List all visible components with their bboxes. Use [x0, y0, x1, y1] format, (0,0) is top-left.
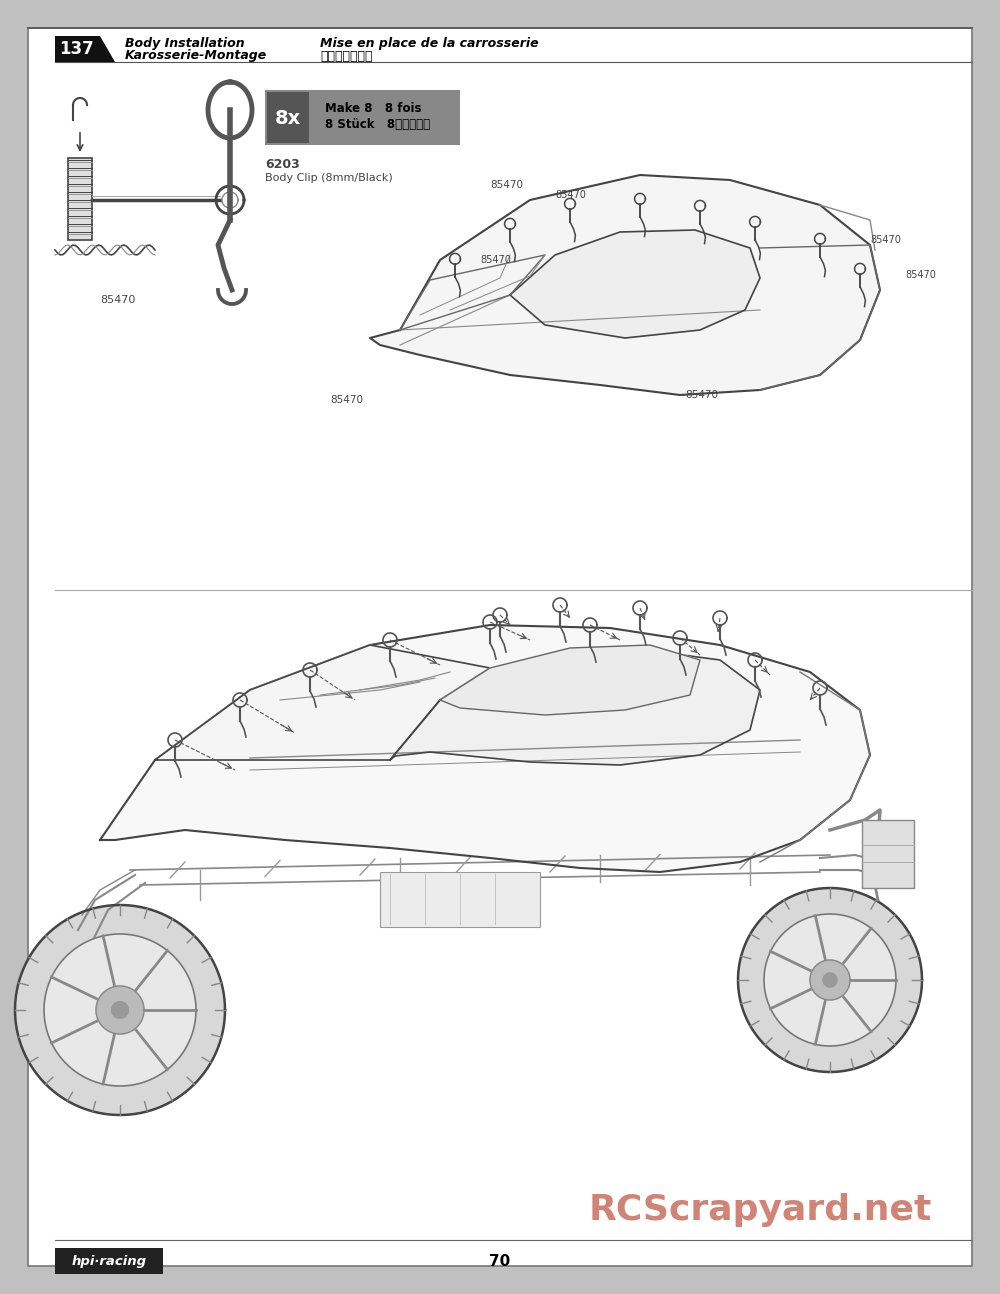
Polygon shape [96, 986, 144, 1034]
Text: Karosserie-Montage: Karosserie-Montage [125, 49, 267, 62]
Polygon shape [738, 888, 922, 1071]
Text: 85470: 85470 [555, 190, 586, 201]
Text: Mise en place de la carrosserie: Mise en place de la carrosserie [320, 36, 539, 49]
Text: RCScrapyard.net: RCScrapyard.net [588, 1193, 932, 1227]
Text: 70: 70 [489, 1254, 511, 1269]
Text: 85470: 85470 [870, 236, 901, 245]
Bar [68, 158, 92, 239]
Polygon shape [823, 973, 837, 987]
Text: Body Installation: Body Installation [125, 36, 245, 49]
Polygon shape [100, 36, 115, 62]
Polygon shape [810, 960, 850, 1000]
Text: 85470: 85470 [685, 389, 718, 400]
Polygon shape [15, 905, 225, 1115]
Text: 6203: 6203 [265, 158, 300, 172]
Polygon shape [44, 934, 196, 1086]
Bar [267, 92, 309, 144]
Text: 8x: 8x [275, 109, 301, 128]
Polygon shape [764, 914, 896, 1046]
Text: 85470: 85470 [905, 270, 936, 280]
Text: Body Clip (8mm/Black): Body Clip (8mm/Black) [265, 173, 393, 182]
Text: 85470: 85470 [100, 295, 135, 305]
Text: Make 8   8 fois: Make 8 8 fois [325, 101, 422, 114]
Bar [380, 872, 540, 927]
Text: ボディの取付け: ボディの取付け [320, 49, 372, 62]
Text: hpi·racing: hpi·racing [71, 1254, 147, 1268]
Text: 8 Stück   8個作ります: 8 Stück 8個作ります [325, 119, 430, 132]
Text: 137: 137 [60, 40, 94, 58]
Text: 85470: 85470 [490, 180, 523, 190]
Bar [862, 820, 914, 888]
Polygon shape [510, 230, 760, 338]
Polygon shape [55, 36, 100, 62]
Text: 85470: 85470 [330, 395, 363, 405]
Polygon shape [390, 648, 760, 765]
Bar [265, 91, 460, 145]
Polygon shape [370, 175, 880, 395]
Polygon shape [100, 625, 870, 872]
Polygon shape [112, 1002, 128, 1018]
Polygon shape [440, 644, 700, 716]
Text: 85470: 85470 [480, 255, 511, 265]
Bar [55, 1247, 163, 1275]
Polygon shape [155, 644, 490, 760]
